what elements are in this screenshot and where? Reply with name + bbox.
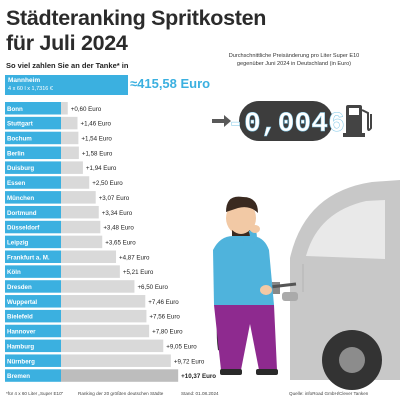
value-label: +3,48 Euro: [103, 225, 134, 232]
city-label-box: [5, 191, 61, 204]
city-label-box: [5, 324, 61, 338]
city-label-box: [5, 161, 61, 174]
city-label-box: [5, 250, 61, 263]
city-label-box: [5, 265, 61, 278]
city-label-box: [5, 280, 61, 293]
bar: [61, 146, 79, 160]
city-label: Dresden: [7, 284, 32, 291]
base-city-label: Mannheim: [8, 77, 41, 84]
city-label-box: [5, 176, 61, 189]
value-label: +2,50 Euro: [92, 180, 123, 187]
value-label: +9,72 Euro: [174, 358, 205, 365]
bar: [61, 295, 146, 308]
city-label: Nürnberg: [7, 358, 35, 365]
value-label: +4,87 Euro: [119, 254, 150, 261]
bar: [61, 369, 179, 382]
question-text: So viel zahlen Sie an der Tanke* in: [6, 61, 129, 70]
value-label: +7,46 Euro: [148, 299, 179, 306]
city-label-box: [5, 116, 61, 130]
date-note: Stand: 01.08.2024: [181, 391, 219, 396]
price-change-display: -0,0046: [227, 101, 345, 141]
arrow-icon: [212, 115, 231, 127]
price-change-value: -0,0046: [227, 109, 345, 140]
value-label: +5,21 Euro: [123, 269, 154, 276]
city-label: Wuppertal: [7, 299, 37, 306]
bar: [61, 250, 117, 263]
car-illustration: [272, 180, 400, 390]
bar: [61, 280, 135, 293]
city-label-box: [5, 295, 61, 308]
city-label: Bielefeld: [7, 314, 33, 321]
city-label-box: [5, 205, 61, 219]
source-note: Quelle: infoRoad GmbH/Clever Tanken: [289, 391, 369, 396]
city-label: Bonn: [7, 106, 23, 113]
bar: [61, 116, 78, 130]
bar: [61, 324, 150, 338]
value-label: +1,58 Euro: [82, 150, 113, 157]
value-label: +3,34 Euro: [102, 210, 133, 217]
city-label: Hannover: [7, 329, 36, 336]
value-label: +1,46 Euro: [80, 121, 111, 128]
bar: [61, 161, 83, 174]
bar: [61, 176, 90, 189]
city-label-box: [5, 354, 61, 367]
city-label-box: [5, 309, 61, 323]
bar: [61, 220, 101, 234]
bar: [61, 265, 120, 278]
base-value: ≈415,58 Euro: [130, 76, 211, 91]
bar: [61, 102, 68, 115]
bar: [61, 309, 147, 323]
city-label: Essen: [7, 180, 25, 187]
value-label: +9,05 Euro: [166, 343, 197, 350]
footnote: *für 4 x 60 Liter „Super E10“: [6, 391, 64, 396]
city-label: Leipzig: [7, 239, 29, 246]
city-label: Berlin: [7, 150, 25, 157]
city-label: Bochum: [7, 136, 32, 143]
bar: [61, 339, 164, 353]
value-label: +3,65 Euro: [105, 239, 136, 246]
city-label: Bremen: [7, 373, 30, 380]
city-label-box: [5, 131, 61, 145]
city-label-box: [5, 235, 61, 249]
bar: [61, 191, 96, 204]
city-label: Hamburg: [7, 343, 34, 350]
city-label-box: [5, 339, 61, 353]
city-label-box: [5, 146, 61, 160]
fuel-pump-icon: [343, 105, 372, 137]
page-subtitle: für Juli 2024: [6, 31, 128, 55]
city-label-box: [5, 102, 61, 115]
bar: [61, 205, 99, 219]
value-label: +3,07 Euro: [99, 195, 130, 202]
city-label: Düsseldorf: [7, 225, 40, 232]
person-illustration: [213, 196, 278, 375]
footer: *für 4 x 60 Liter „Super E10“ Ranking de…: [0, 390, 400, 400]
city-label: Stuttgart: [7, 121, 33, 128]
city-label-box: [5, 369, 61, 382]
bar: [61, 131, 79, 145]
bar: [61, 235, 103, 249]
page-title: Städteranking Spritkosten: [6, 6, 267, 30]
city-label: Duisburg: [7, 165, 34, 172]
base-formula: 4 x 60 l x 1,7316 €: [8, 86, 53, 92]
price-change-label: Durchschnittliche Preisänderung pro Lite…: [228, 53, 360, 67]
ranking-note: Ranking der 20 größten deutschen Städte: [78, 391, 164, 396]
city-label: Köln: [7, 269, 21, 276]
value-label: +10,37 Euro: [181, 373, 216, 380]
value-label: +1,54 Euro: [81, 136, 112, 143]
bar-group: Bonn +0,60 Euro Stuttgart +1,46 Euro Bochum +…: [5, 102, 216, 382]
value-label: +1,94 Euro: [86, 165, 117, 172]
value-label: +7,56 Euro: [149, 314, 180, 321]
bar: [61, 354, 171, 367]
base-city-box: Mannheim 4 x 60 l x 1,7316 €: [5, 75, 128, 95]
city-label-box: [5, 220, 61, 234]
value-label: +6,50 Euro: [137, 284, 168, 291]
city-label: München: [7, 195, 34, 202]
city-label: Frankfurt a. M.: [7, 254, 50, 261]
city-label: Dortmund: [7, 210, 37, 217]
value-label: +0,60 Euro: [71, 106, 102, 113]
value-label: +7,80 Euro: [152, 329, 183, 336]
